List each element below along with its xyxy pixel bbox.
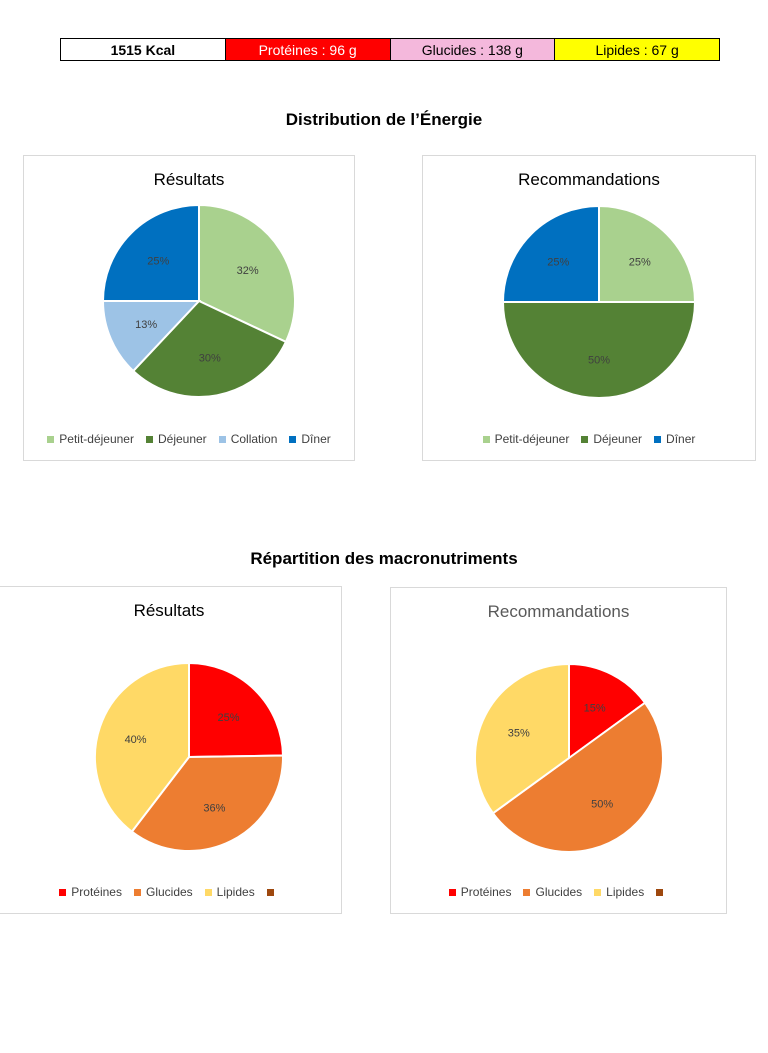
chart-title: Recommandations: [518, 170, 660, 189]
data-label-proteines: 15%: [584, 703, 606, 715]
data-label-lipides: 40%: [125, 734, 147, 746]
data-label-glucides: 36%: [203, 802, 225, 814]
legend-swatch: [482, 435, 490, 443]
pie-slice-dejeuner: [501, 301, 697, 399]
legend-item-proteines: Protéines: [59, 885, 122, 899]
chart-legend: Protéines Glucides Lipides: [391, 885, 726, 899]
data-label-petit-dejeuner: 32%: [237, 265, 259, 277]
pie-slice-lipides: [94, 661, 190, 834]
proteines-total: Protéines : 96 g: [225, 39, 391, 60]
chart-legend: Petit-déjeuner Déjeuner Collation Dîner: [24, 432, 354, 446]
legend-swatch: [523, 888, 531, 896]
data-label-dejeuner: 30%: [199, 353, 221, 365]
data-label-lipides: 35%: [508, 727, 530, 739]
pie-slice-petit-dejeuner: [198, 203, 296, 344]
pie-slice-glucides: [130, 754, 284, 852]
legend-item-glucides: Glucides: [523, 885, 582, 899]
legend-label: Petit-déjeuner: [59, 432, 134, 446]
legend-item-extra: [656, 885, 668, 899]
data-label-petit-dejeuner: 25%: [629, 256, 651, 268]
pie-svg: 15% 50% 35%: [474, 662, 664, 853]
energy-results-chart: Résultats 32% 30% 13% 25% Petit-déjeuner Déj…: [23, 155, 355, 461]
legend-swatch: [47, 435, 55, 443]
legend-swatch: [266, 888, 274, 896]
legend-item-diner: Dîner: [289, 432, 331, 446]
pie-slice-proteines: [188, 661, 285, 759]
data-label-glucides: 50%: [591, 799, 613, 811]
kcal-total: 1515 Kcal: [61, 39, 226, 60]
legend-swatch: [656, 888, 664, 896]
legend-item-petit-dejeuner: Petit-déjeuner: [47, 432, 134, 446]
chart-legend: Protéines Glucides Lipides: [0, 885, 341, 899]
legend-label: Protéines: [71, 885, 122, 899]
legend-swatch: [289, 435, 297, 443]
legend-label: Glucides: [535, 885, 583, 899]
chart-title: Recommandations: [487, 602, 630, 621]
legend-label: Déjeuner: [593, 432, 643, 446]
pie-slice-glucides: [491, 701, 664, 853]
legend-label: Dîner: [666, 432, 696, 446]
macro-recommendations-chart: Recommandations 15% 50% 35% Protéines Gluci…: [390, 587, 727, 914]
legend-item-dejeuner: Déjeuner: [581, 432, 642, 446]
legend-item-dejeuner: Déjeuner: [145, 432, 207, 446]
nutrition-summary-bar: 1515 Kcal Protéines : 96 g Glucides : 13…: [60, 38, 720, 61]
data-label-diner: 25%: [547, 256, 569, 268]
pie-svg: 25% 50% 25%: [501, 204, 697, 399]
pie-slice-lipides: [474, 662, 570, 815]
legend-item-lipides: Lipides: [204, 885, 255, 899]
lipides-total: Lipides : 67 g: [555, 39, 719, 60]
legend-item-lipides: Lipides: [594, 885, 644, 899]
pie-slice-dejeuner: [131, 299, 288, 398]
legend-swatch: [145, 435, 153, 443]
pie-slice-proteines: [568, 662, 647, 760]
legend-item-diner: Dîner: [654, 432, 695, 446]
legend-item-proteines: Protéines: [448, 885, 512, 899]
legend-item-glucides: Glucides: [133, 885, 193, 899]
legend-swatch: [581, 435, 589, 443]
legend-swatch: [59, 888, 67, 896]
chart-legend: Petit-déjeuner Déjeuner Dîner: [423, 432, 755, 446]
pie-slice-collation: [101, 300, 202, 373]
legend-label: Petit-déjeuner: [494, 432, 570, 446]
legend-item-petit-dejeuner: Petit-déjeuner: [482, 432, 570, 446]
pie-svg: 32% 30% 13% 25%: [101, 203, 296, 398]
legend-label: Lipides: [216, 885, 255, 899]
pie-svg: 25% 36% 40%: [94, 661, 285, 852]
data-label-dejeuner: 50%: [588, 355, 610, 367]
pie-slice-petit-dejeuner: [598, 204, 697, 303]
legend-label: Collation: [230, 432, 278, 446]
macro-section-title: Répartition des macronutriments: [250, 549, 518, 568]
energy-recommendations-chart: Recommandations 25% 50% 25% Petit-déjeuner…: [422, 155, 756, 461]
legend-label: Déjeuner: [157, 432, 207, 446]
data-label-diner: 25%: [147, 255, 169, 267]
chart-title: Résultats: [133, 601, 205, 620]
legend-label: Glucides: [145, 885, 193, 899]
legend-label: Lipides: [606, 885, 645, 899]
legend-swatch: [133, 888, 141, 896]
energy-section-title: Distribution de l’Énergie: [285, 110, 483, 129]
macro-results-chart: Résultats 25% 36% 40% Protéines Glucides Lip…: [0, 586, 342, 914]
legend-item-collation: Collation: [218, 432, 278, 446]
legend-item-extra: [266, 885, 279, 899]
legend-swatch: [594, 888, 602, 896]
legend-swatch: [448, 888, 456, 896]
data-label-collation: 13%: [135, 319, 157, 331]
legend-swatch: [654, 435, 662, 443]
chart-title: Résultats: [153, 170, 225, 189]
legend-label: Protéines: [460, 885, 512, 899]
legend-label: Dîner: [301, 432, 331, 446]
legend-swatch: [204, 888, 212, 896]
glucides-total: Glucides : 138 g: [390, 39, 556, 60]
legend-swatch: [218, 435, 226, 443]
pie-slice-diner: [501, 204, 600, 303]
pie-slice-diner: [101, 203, 200, 302]
data-label-proteines: 25%: [218, 712, 240, 724]
